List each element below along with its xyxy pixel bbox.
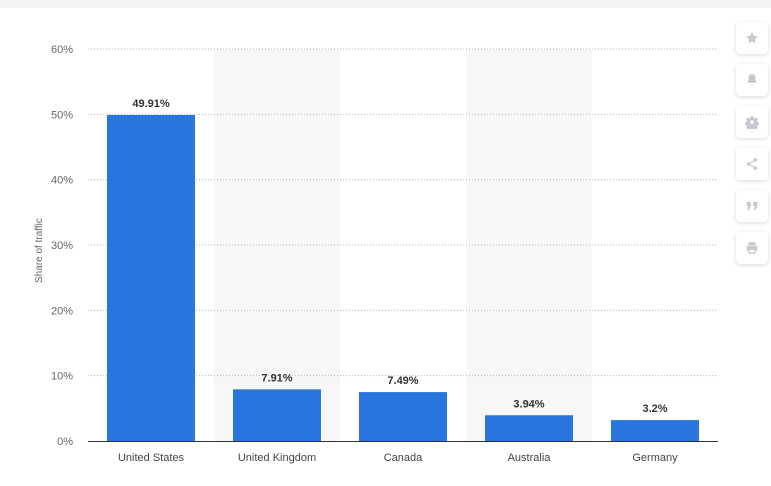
- print-icon: [746, 242, 758, 254]
- favorite-button[interactable]: [736, 22, 768, 54]
- cite-button[interactable]: [736, 190, 768, 222]
- bar-chart: 0% 10% 20% 30% 40% 50% 60% 49.91% United States 7…: [51, 44, 718, 464]
- y-axis-label: Share of traffic: [34, 218, 45, 283]
- data-label: 7.49%: [387, 375, 418, 387]
- share-icon: [746, 158, 758, 170]
- gear-icon: [745, 116, 759, 129]
- bar: [233, 389, 321, 441]
- chart-area: 0% 10% 20% 30% 40% 50% 60% 49.91% United States 7…: [34, 44, 718, 464]
- data-label: 3.2%: [642, 403, 667, 415]
- chart-toolbar: [736, 22, 770, 274]
- star-icon: [746, 32, 758, 44]
- data-label: 49.91%: [132, 98, 170, 110]
- notification-button[interactable]: [736, 64, 768, 96]
- data-label: 3.94%: [513, 398, 544, 410]
- y-tick-label: 10%: [51, 371, 73, 383]
- bar: [485, 415, 573, 441]
- print-button[interactable]: [736, 232, 768, 264]
- y-tick-label: 40%: [51, 175, 73, 187]
- bell-icon: [747, 74, 757, 86]
- data-label: 7.91%: [261, 372, 292, 384]
- x-tick-label: United Kingdom: [238, 452, 316, 464]
- top-border: [0, 0, 771, 8]
- bar: [107, 114, 195, 442]
- bar: [611, 420, 699, 441]
- x-tick-label: Australia: [508, 452, 552, 464]
- settings-button[interactable]: [736, 106, 768, 138]
- x-tick-label: United States: [118, 452, 185, 464]
- y-tick-label: 50%: [51, 109, 73, 121]
- quote-icon: [746, 201, 758, 211]
- y-tick-label: 60%: [51, 44, 73, 56]
- bar: [359, 392, 447, 441]
- share-button[interactable]: [736, 148, 768, 180]
- y-tick-label: 0%: [57, 436, 73, 448]
- y-tick-label: 30%: [51, 240, 73, 252]
- y-tick-label: 20%: [51, 305, 73, 317]
- x-tick-label: Canada: [384, 452, 423, 464]
- x-tick-label: Germany: [632, 452, 678, 464]
